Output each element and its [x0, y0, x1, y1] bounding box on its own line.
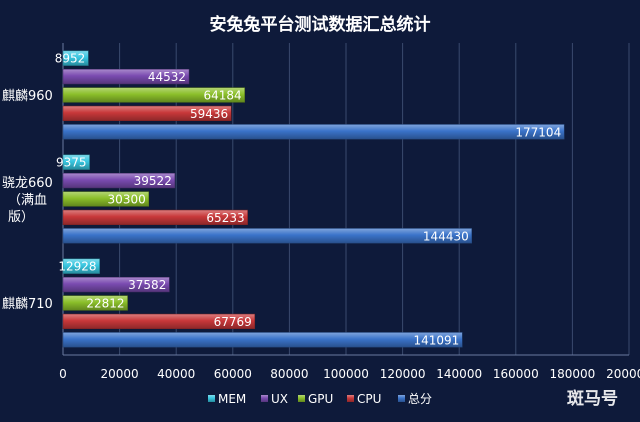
- bar-value-label: 9375: [56, 156, 87, 170]
- x-tick-label: 100000: [323, 367, 369, 381]
- legend-swatch: [261, 395, 268, 402]
- axis-layer: 0 20000 40000 60000 80000 100000 120000 140000 1…: [2, 88, 640, 381]
- x-tick-label: 40000: [157, 367, 195, 381]
- bar-MEM: [62, 154, 90, 170]
- bar-总分: [62, 228, 472, 244]
- bar-value-label: 67769: [214, 315, 252, 329]
- bar-GPU: [62, 191, 149, 207]
- bar-UX: [62, 276, 170, 293]
- category-label: 麒麟960: [2, 88, 53, 104]
- x-tick-label: 20000: [101, 367, 139, 381]
- bar-value-label: 65233: [206, 211, 244, 225]
- bar-CPU: [62, 313, 256, 330]
- bar-CPU: [62, 105, 232, 122]
- bar-MEM: [62, 50, 89, 66]
- watermark: 斑马号: [567, 389, 618, 409]
- x-tick-label: 200000: [606, 367, 640, 381]
- bar-CPU: [62, 209, 248, 226]
- legend-swatch: [298, 395, 305, 402]
- bar-value-label: 144430: [423, 229, 469, 243]
- bar-MEM: [62, 258, 100, 274]
- bar-value-label: 8952: [55, 52, 86, 66]
- legend-swatch: [347, 395, 354, 402]
- legend-label: GPU: [308, 392, 333, 406]
- legend-swatch: [208, 395, 215, 402]
- x-tick-label: 160000: [493, 367, 539, 381]
- bar-GPU: [62, 295, 128, 311]
- chart-title: 安兔兔平台测试数据汇总统计: [210, 14, 431, 35]
- bar-value-label: 64184: [203, 89, 241, 103]
- bar-value-label: 30300: [108, 193, 146, 207]
- bar-value-label: 44532: [148, 70, 186, 84]
- bar-UX: [62, 68, 190, 85]
- legend-label: CPU: [357, 392, 381, 406]
- x-tick-label: 120000: [380, 367, 426, 381]
- legend-label: UX: [271, 392, 288, 406]
- legend: MEM UX GPU CPU 总分: [208, 392, 432, 406]
- bar-value-label: 22812: [86, 297, 124, 311]
- bar-value-label: 39522: [134, 174, 172, 188]
- bar-总分: [62, 124, 565, 140]
- legend-label: MEM: [218, 392, 246, 406]
- bar-GPU: [62, 87, 245, 103]
- bars-layer: 8952 44532 64184 59436 177104 9375 39522 30300 6…: [55, 50, 565, 348]
- category-label: 骁龙660 （满血版）: [2, 176, 53, 225]
- bar-value-label: 37582: [128, 278, 166, 292]
- category-label: 麒麟710: [2, 296, 53, 312]
- bar-value-label: 141091: [413, 333, 459, 347]
- x-tick-label: 80000: [270, 367, 308, 381]
- bar-总分: [62, 332, 463, 348]
- legend-swatch: [398, 395, 405, 402]
- bar-UX: [62, 172, 176, 189]
- x-tick-label: 140000: [436, 367, 482, 381]
- bar-value-label: 59436: [190, 107, 228, 121]
- bar-value-label: 12928: [58, 260, 96, 274]
- x-tick-label: 0: [59, 367, 67, 381]
- bar-value-label: 177104: [515, 125, 561, 139]
- x-tick-label: 180000: [549, 367, 595, 381]
- x-tick-label: 60000: [214, 367, 252, 381]
- legend-label: 总分: [408, 392, 432, 406]
